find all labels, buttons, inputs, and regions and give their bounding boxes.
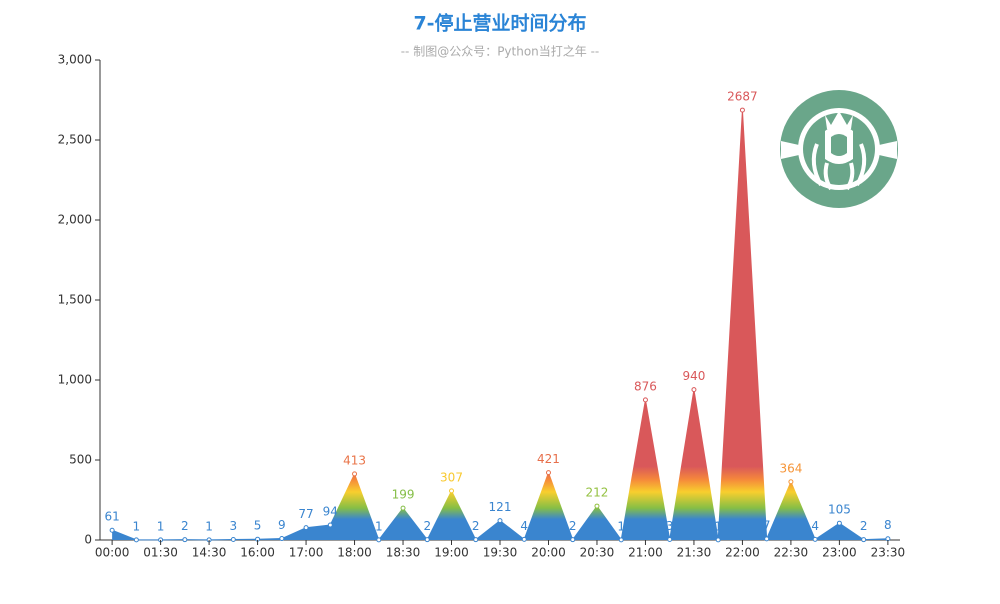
data-label: 105 [828,503,851,517]
point [545,470,551,476]
point [279,536,285,542]
data-label: 8 [884,518,892,532]
point [473,537,479,543]
x-tick-label: 22:00 [725,546,760,560]
data-label: 413 [343,453,366,467]
point [764,536,770,542]
x-tick-label: 20:30 [580,546,615,560]
data-label: 307 [440,470,463,484]
y-tick-label: 0 [84,533,92,547]
x-tick-label: 23:30 [871,546,906,560]
data-label: 2 [472,519,480,533]
x-tick-label: 18:30 [386,546,421,560]
point [376,537,382,543]
point [788,479,794,485]
point [521,536,527,542]
data-label: 1 [714,519,722,533]
point [570,537,576,543]
x-tick-label: 19:00 [434,546,469,560]
data-label: 2 [569,519,577,533]
point [449,488,455,494]
data-label: 876 [634,379,657,393]
data-label: 7 [763,518,771,532]
y-tick-label: 2,500 [58,133,92,147]
x-tick-label: 14:30 [192,546,227,560]
point [424,537,430,543]
logo [780,90,898,208]
data-label: 2687 [727,90,758,104]
y-tick-label: 3,000 [58,53,92,67]
x-tick-label: 00:00 [95,546,130,560]
area [112,110,888,540]
point [497,518,503,524]
x-tick-label: 16:00 [240,546,275,560]
x-tick-label: 21:30 [677,546,712,560]
point [109,527,115,533]
data-label: 94 [323,504,338,518]
point [715,537,721,543]
point [642,397,648,403]
data-label: 4 [520,519,528,533]
point [691,387,697,393]
data-label: 3 [666,519,674,533]
x-tick-label: 17:00 [289,546,324,560]
data-label: 1 [133,519,141,533]
data-label: 940 [682,369,705,383]
point [667,537,673,543]
x-tick-label: 19:30 [483,546,518,560]
point [836,520,842,526]
line [111,110,888,542]
point [303,525,309,531]
data-label: 199 [392,488,415,502]
y-tick-label: 2,000 [58,213,92,227]
data-label: 9 [278,518,286,532]
data-label: 2 [860,519,868,533]
point [327,522,333,528]
data-label: 421 [537,452,560,466]
data-label: 212 [586,486,609,500]
point [739,107,745,113]
point [133,537,139,543]
x-tick-label: 18:00 [337,546,372,560]
point [230,537,236,543]
point [861,537,867,543]
data-label: 1 [157,519,165,533]
data-label: 1 [375,519,383,533]
data-label: 77 [298,507,313,521]
chart-title: 7-停止营业时间分布 [413,12,586,35]
point [618,537,624,543]
data-label: 1 [205,519,213,533]
data-label: 2 [423,519,431,533]
data-label: 3 [230,519,238,533]
data-label: 364 [779,461,802,475]
x-tick-label: 01:30 [143,546,178,560]
point [400,505,406,511]
x-tick-label: 20:00 [531,546,566,560]
y-tick-label: 1,500 [58,293,92,307]
data-label: 5 [254,519,262,533]
y-tick-label: 1,000 [58,373,92,387]
chart-subtitle: -- 制图@公众号：Python当打之年 -- [401,45,600,59]
data-label: 121 [489,500,512,514]
data-label: 4 [811,519,819,533]
data-label: 2 [181,519,189,533]
data-label: 1 [617,519,625,533]
x-tick-label: 23:00 [822,546,857,560]
data-label: 61 [104,510,119,524]
point [352,471,358,477]
point [594,503,600,509]
point [812,536,818,542]
point [182,537,188,543]
x-tick-label: 22:30 [774,546,809,560]
x-tick-label: 21:00 [628,546,663,560]
y-tick-label: 500 [69,453,92,467]
